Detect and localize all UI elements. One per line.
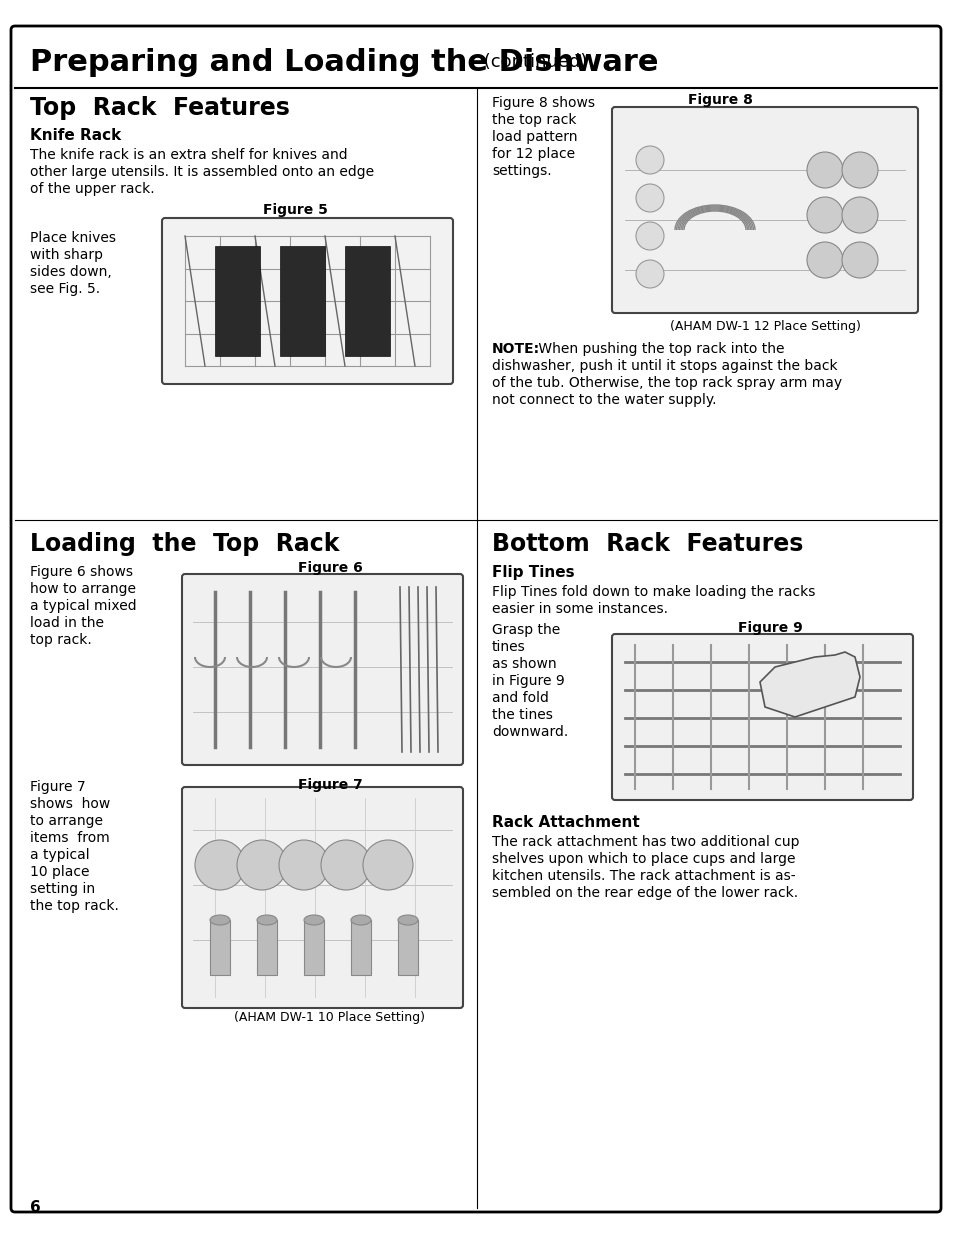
Text: Figure 5: Figure 5: [262, 203, 327, 217]
Text: Loading  the  Top  Rack: Loading the Top Rack: [30, 532, 339, 556]
Circle shape: [636, 222, 663, 249]
Text: Flip Tines fold down to make loading the racks: Flip Tines fold down to make loading the…: [492, 585, 815, 599]
Ellipse shape: [210, 915, 230, 925]
Text: sides down,: sides down,: [30, 266, 112, 279]
Text: Knife Rack: Knife Rack: [30, 128, 121, 143]
Text: a typical: a typical: [30, 848, 90, 862]
Ellipse shape: [397, 915, 417, 925]
Text: Rack Attachment: Rack Attachment: [492, 815, 639, 830]
Polygon shape: [760, 652, 859, 718]
FancyBboxPatch shape: [11, 26, 940, 1212]
Text: The knife rack is an extra shelf for knives and: The knife rack is an extra shelf for kni…: [30, 148, 347, 162]
Text: Figure 7: Figure 7: [297, 778, 362, 792]
Circle shape: [841, 152, 877, 188]
Text: Figure 8: Figure 8: [687, 93, 752, 107]
Bar: [256, 920, 276, 974]
Circle shape: [636, 261, 663, 288]
Text: Preparing and Loading the Dishware: Preparing and Loading the Dishware: [30, 48, 658, 77]
Text: of the upper rack.: of the upper rack.: [30, 182, 154, 196]
Bar: [397, 920, 417, 974]
FancyBboxPatch shape: [182, 574, 462, 764]
Bar: [280, 246, 325, 356]
Text: 6: 6: [30, 1200, 41, 1215]
Ellipse shape: [304, 915, 324, 925]
Text: (AHAM DW-1 10 Place Setting): (AHAM DW-1 10 Place Setting): [234, 1011, 425, 1024]
Circle shape: [806, 152, 842, 188]
Text: easier in some instances.: easier in some instances.: [492, 601, 667, 616]
Bar: [304, 920, 324, 974]
Text: Grasp the: Grasp the: [492, 622, 559, 637]
Bar: [214, 246, 260, 356]
Circle shape: [636, 146, 663, 174]
Text: other large utensils. It is assembled onto an edge: other large utensils. It is assembled on…: [30, 165, 374, 179]
Text: settings.: settings.: [492, 164, 551, 178]
Bar: [345, 246, 390, 356]
Text: NOTE:: NOTE:: [492, 342, 539, 356]
Circle shape: [236, 840, 287, 890]
Circle shape: [806, 198, 842, 233]
Text: the top rack: the top rack: [492, 112, 576, 127]
Text: how to arrange: how to arrange: [30, 582, 136, 597]
Circle shape: [320, 840, 371, 890]
Circle shape: [806, 242, 842, 278]
Circle shape: [841, 242, 877, 278]
Text: (continued): (continued): [477, 53, 587, 70]
Text: Bottom  Rack  Features: Bottom Rack Features: [492, 532, 802, 556]
FancyBboxPatch shape: [612, 634, 912, 800]
Text: of the tub. Otherwise, the top rack spray arm may: of the tub. Otherwise, the top rack spra…: [492, 375, 841, 390]
FancyBboxPatch shape: [162, 219, 453, 384]
Text: Place knives: Place knives: [30, 231, 116, 245]
Text: Figure 9: Figure 9: [737, 621, 801, 635]
Text: in Figure 9: in Figure 9: [492, 674, 564, 688]
Text: shelves upon which to place cups and large: shelves upon which to place cups and lar…: [492, 852, 795, 866]
Text: Figure 6: Figure 6: [297, 561, 362, 576]
Text: sembled on the rear edge of the lower rack.: sembled on the rear edge of the lower ra…: [492, 885, 798, 900]
Text: setting in: setting in: [30, 882, 95, 897]
Text: the top rack.: the top rack.: [30, 899, 119, 913]
Text: 10 place: 10 place: [30, 864, 90, 879]
Ellipse shape: [256, 915, 276, 925]
Text: load pattern: load pattern: [492, 130, 577, 144]
Circle shape: [363, 840, 413, 890]
Text: When pushing the top rack into the: When pushing the top rack into the: [534, 342, 783, 356]
Bar: [210, 920, 230, 974]
Ellipse shape: [351, 915, 371, 925]
Circle shape: [194, 840, 245, 890]
Text: Top  Rack  Features: Top Rack Features: [30, 96, 290, 120]
Text: load in the: load in the: [30, 616, 104, 630]
Text: Figure 7: Figure 7: [30, 781, 86, 794]
Text: Figure 6 shows: Figure 6 shows: [30, 564, 132, 579]
Text: to arrange: to arrange: [30, 814, 103, 827]
Circle shape: [278, 840, 329, 890]
Text: top rack.: top rack.: [30, 634, 91, 647]
Text: shows  how: shows how: [30, 797, 111, 811]
FancyBboxPatch shape: [182, 787, 462, 1008]
Text: Figure 8 shows: Figure 8 shows: [492, 96, 595, 110]
Text: with sharp: with sharp: [30, 248, 103, 262]
Text: downward.: downward.: [492, 725, 568, 739]
Text: (AHAM DW-1 12 Place Setting): (AHAM DW-1 12 Place Setting): [669, 320, 860, 333]
Text: for 12 place: for 12 place: [492, 147, 575, 161]
Text: see Fig. 5.: see Fig. 5.: [30, 282, 100, 296]
Text: tines: tines: [492, 640, 525, 655]
Text: not connect to the water supply.: not connect to the water supply.: [492, 393, 716, 408]
Text: dishwasher, push it until it stops against the back: dishwasher, push it until it stops again…: [492, 359, 837, 373]
Text: The rack attachment has two additional cup: The rack attachment has two additional c…: [492, 835, 799, 848]
Circle shape: [841, 198, 877, 233]
Text: Flip Tines: Flip Tines: [492, 564, 574, 580]
Text: the tines: the tines: [492, 708, 553, 722]
Text: items  from: items from: [30, 831, 110, 845]
Text: as shown: as shown: [492, 657, 556, 671]
Bar: [351, 920, 371, 974]
Circle shape: [636, 184, 663, 212]
Text: a typical mixed: a typical mixed: [30, 599, 136, 613]
FancyBboxPatch shape: [612, 107, 917, 312]
Text: and fold: and fold: [492, 692, 548, 705]
Text: kitchen utensils. The rack attachment is as-: kitchen utensils. The rack attachment is…: [492, 869, 795, 883]
